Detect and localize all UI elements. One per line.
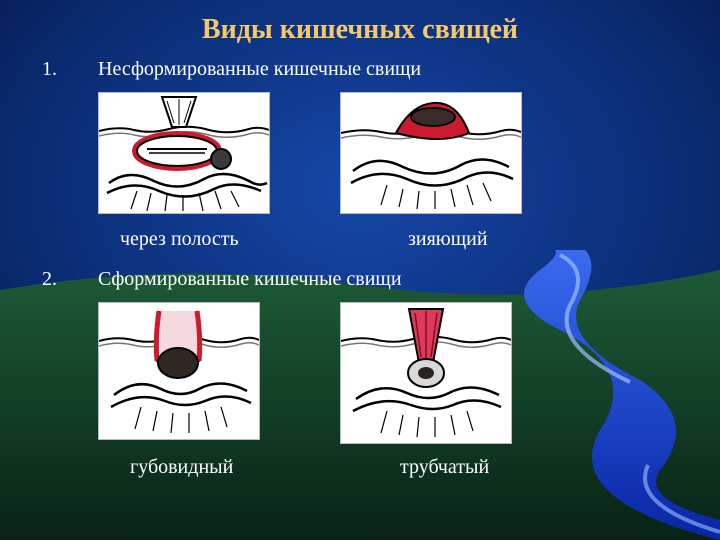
slide-title: Виды кишечных свищей bbox=[0, 14, 720, 46]
slide: Виды кишечных свищей 1. Несформированные… bbox=[0, 0, 720, 540]
diagram-1b bbox=[340, 92, 522, 214]
caption-1a: через полость bbox=[120, 228, 239, 251]
diagram-1a bbox=[98, 92, 270, 214]
item-heading-1: Несформированные кишечные свищи bbox=[98, 58, 421, 81]
item-number-1: 1. bbox=[42, 58, 57, 81]
item-number-2: 2. bbox=[42, 268, 57, 291]
item-heading-2: Сформированные кишечные свищи bbox=[98, 268, 402, 291]
caption-2b: трубчатый bbox=[400, 456, 489, 479]
caption-1b: зияющий bbox=[408, 228, 488, 251]
diagram-2b bbox=[340, 302, 512, 444]
diagram-2a bbox=[98, 302, 260, 440]
caption-2a: губовидный bbox=[130, 456, 233, 479]
